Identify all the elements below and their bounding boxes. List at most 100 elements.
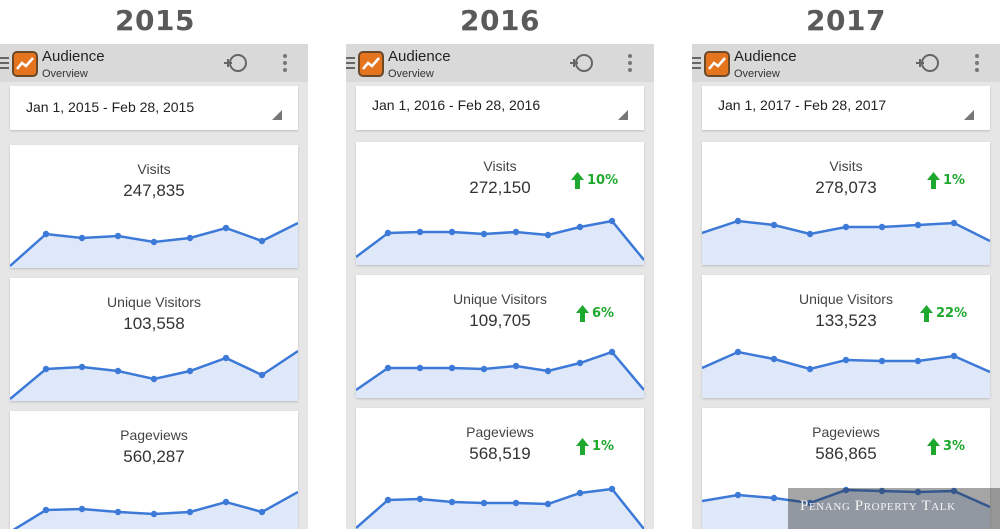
arrow-up-icon: [576, 304, 589, 322]
add-segment-icon[interactable]: [914, 52, 942, 74]
metric-card-visits[interactable]: Visits 272,150 10%: [356, 142, 644, 265]
sparkline-point: [950, 352, 958, 360]
sparkline-point: [734, 491, 742, 499]
sparkline-point: [914, 488, 922, 496]
dropdown-caret-icon: [964, 110, 974, 120]
metric-value: 109,705: [469, 311, 531, 330]
sparkline-point: [576, 489, 584, 497]
metric-card-pageviews[interactable]: Pageviews 568,519 1%: [356, 408, 644, 529]
sparkline-point: [480, 230, 488, 238]
app-title: Audience: [388, 48, 451, 65]
app-subtitle: Overview: [388, 68, 434, 80]
sparkline-chart: [10, 221, 298, 268]
metric-value: 568,519: [469, 444, 531, 463]
arrow-up-icon: [927, 437, 940, 455]
sparkline-point: [78, 505, 86, 513]
sparkline-point: [512, 228, 520, 236]
sparkline-point: [608, 348, 616, 356]
analytics-logo-icon: [704, 51, 730, 77]
sparkline-chart: [356, 485, 644, 529]
sparkline-area: [10, 223, 298, 268]
app-bar: Audience Overview: [692, 44, 1000, 82]
screenshot-panel-2015: Audience Overview Jan 1, 2015 - Feb 28, …: [0, 44, 308, 529]
metric-label: Unique Visitors: [107, 294, 201, 310]
sparkline-point: [608, 217, 616, 225]
change-indicator: 1%: [576, 436, 614, 456]
sparkline-point: [114, 367, 122, 375]
sparkline-point: [258, 237, 266, 245]
sparkline-area: [356, 221, 644, 265]
sparkline-point: [416, 228, 424, 236]
sparkline-point: [512, 362, 520, 370]
metric-card-visits[interactable]: Visits 278,073 1%: [702, 142, 990, 265]
date-range-selector[interactable]: Jan 1, 2015 - Feb 28, 2015: [10, 86, 298, 130]
sparkline-line: [356, 487, 644, 529]
hamburger-icon[interactable]: [346, 57, 355, 69]
add-segment-icon[interactable]: [568, 52, 596, 74]
year-heading-2016: 2016: [460, 4, 540, 37]
change-percent: 10%: [587, 172, 619, 188]
hamburger-icon[interactable]: [0, 57, 9, 69]
sparkline-point: [384, 496, 392, 504]
metric-value: 103,558: [123, 314, 185, 333]
sparkline-point: [734, 348, 742, 356]
sparkline-area: [702, 221, 990, 265]
date-range-text: Jan 1, 2016 - Feb 28, 2016: [372, 97, 541, 113]
sparkline-point: [78, 363, 86, 371]
add-segment-icon[interactable]: [222, 52, 250, 74]
sparkline-point: [734, 217, 742, 225]
sparkline-point: [480, 365, 488, 373]
hamburger-icon[interactable]: [692, 57, 701, 69]
sparkline-point: [842, 486, 850, 494]
date-range-selector[interactable]: Jan 1, 2016 - Feb 28, 2016: [356, 86, 644, 130]
metric-card-unique-visitors[interactable]: Unique Visitors 103,558: [10, 278, 298, 401]
more-vert-icon[interactable]: [627, 54, 633, 74]
metric-card-pageviews[interactable]: Pageviews 586,865 3%: [702, 408, 990, 529]
arrow-up-icon: [571, 171, 584, 189]
sparkline-point: [186, 367, 194, 375]
change-indicator: 1%: [927, 170, 965, 190]
sparkline-point: [806, 230, 814, 238]
screenshot-panel-2016: Audience Overview Jan 1, 2016 - Feb 28, …: [346, 44, 654, 529]
sparkline-point: [770, 494, 778, 502]
sparkline-chart: [702, 217, 990, 265]
sparkline-chart: [702, 486, 990, 529]
more-vert-icon[interactable]: [282, 54, 288, 74]
date-range-selector[interactable]: Jan 1, 2017 - Feb 28, 2017: [702, 86, 990, 130]
sparkline-point: [42, 365, 50, 373]
sparkline-point: [258, 371, 266, 379]
dropdown-caret-icon: [618, 110, 628, 120]
metric-label: Unique Visitors: [453, 291, 547, 307]
metric-card-unique-visitors[interactable]: Unique Visitors 109,705 6%: [356, 275, 644, 398]
sparkline-point: [770, 221, 778, 229]
year-heading-2017: 2017: [806, 4, 886, 37]
metric-label: Pageviews: [466, 424, 534, 440]
sparkline-point: [576, 223, 584, 231]
metric-label: Unique Visitors: [799, 291, 893, 307]
sparkline-point: [806, 365, 814, 373]
metric-card-visits[interactable]: Visits 247,835: [10, 145, 298, 268]
metric-label: Visits: [483, 158, 517, 174]
metric-card-unique-visitors[interactable]: Unique Visitors 133,523 22%: [702, 275, 990, 398]
sparkline-chart: [12, 490, 298, 529]
more-vert-icon[interactable]: [974, 54, 980, 74]
sparkline-chart: [10, 349, 298, 401]
screenshot-panel-2017: Audience Overview Jan 1, 2017 - Feb 28, …: [692, 44, 1000, 529]
app-bar: Audience Overview: [346, 44, 654, 82]
sparkline-point: [186, 508, 194, 516]
sparkline-point: [878, 487, 886, 495]
sparkline-point: [544, 367, 552, 375]
sparkline-point: [114, 508, 122, 516]
change-percent: 22%: [936, 305, 968, 321]
sparkline-area: [356, 352, 644, 398]
sparkline-point: [608, 485, 616, 493]
sparkline-point: [512, 499, 520, 507]
metric-label: Visits: [137, 161, 171, 177]
sparkline-point: [806, 499, 814, 507]
sparkline-point: [78, 234, 86, 242]
sparkline-point: [914, 221, 922, 229]
metric-card-pageviews[interactable]: Pageviews 560,287: [10, 411, 298, 529]
sparkline-line: [356, 219, 644, 261]
app-bar: Audience Overview: [0, 44, 308, 82]
date-range-text: Jan 1, 2017 - Feb 28, 2017: [718, 97, 887, 113]
